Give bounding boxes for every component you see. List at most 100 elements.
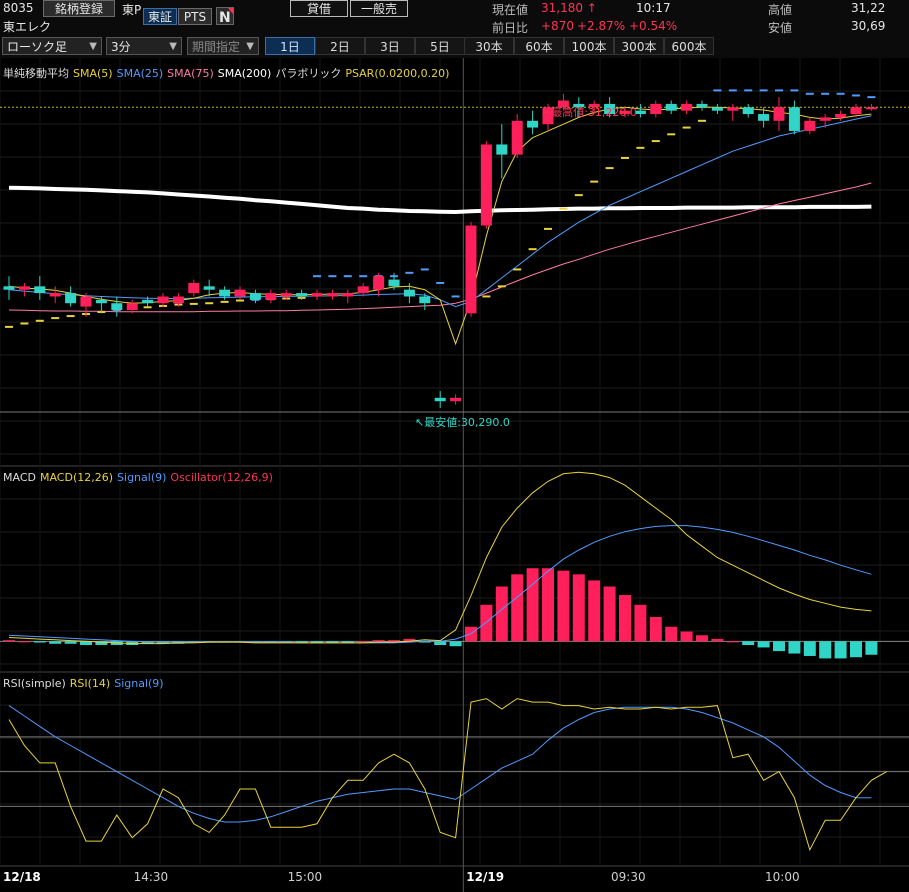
range-tab-3[interactable]: 5日 <box>415 37 465 55</box>
tab-exchange-tokyo[interactable]: 東証 <box>143 8 177 25</box>
candle-body <box>234 289 246 297</box>
macd-oscillator-bar <box>742 641 755 646</box>
candle-body <box>280 293 292 297</box>
sma200-line <box>8 185 872 215</box>
interval-select[interactable]: 3分 ▼ <box>106 37 182 55</box>
candle-body <box>296 293 308 297</box>
candle-body <box>65 293 77 304</box>
sma75-line <box>8 182 872 313</box>
range-tab-0[interactable]: 1日 <box>265 37 315 55</box>
macd-oscillator-bar <box>834 641 847 659</box>
legend-macd-1: MACD(12,26) <box>39 471 114 484</box>
macd-oscillator-bar <box>372 640 385 642</box>
range-tab-6[interactable]: 100本 <box>564 37 614 55</box>
legend-rsi-1: RSI(14) <box>69 677 111 690</box>
candle-body <box>835 114 847 118</box>
candle-body <box>142 299 154 304</box>
range-tab-5[interactable]: 60本 <box>514 37 564 55</box>
candle-body <box>419 296 431 304</box>
range-tab-1[interactable]: 2日 <box>315 37 365 55</box>
x-axis-label: 12/19 <box>466 870 505 884</box>
candle-body <box>788 107 800 131</box>
candle-body <box>557 100 569 108</box>
macd-line <box>8 471 872 645</box>
macd-oscillator-bar <box>388 640 400 642</box>
candle-body <box>480 144 492 226</box>
candle-body <box>311 293 323 297</box>
rsi-signal-line <box>8 705 872 823</box>
candle-body <box>773 107 785 121</box>
candle-body <box>434 397 446 402</box>
macd-oscillator-bar <box>526 568 539 642</box>
legend-main: 単純移動平均 SMA(5) SMA(25) SMA(75) SMA(200) パラボリック… <box>3 65 453 81</box>
candle-body <box>34 286 46 294</box>
candle-body <box>326 293 338 297</box>
candle-body <box>203 286 215 290</box>
candle-body <box>573 103 585 108</box>
x-axis-label: 12/18 <box>3 870 41 884</box>
candle-body <box>157 296 169 304</box>
macd-oscillator-bar <box>619 595 631 642</box>
macd-oscillator-bar <box>773 641 785 652</box>
candle-body <box>3 286 15 290</box>
x-axis-label: 10:00 <box>765 870 800 884</box>
svg-text:N: N <box>219 10 231 24</box>
chevron-down-icon: ▼ <box>169 41 177 52</box>
candle-body <box>819 117 831 121</box>
chart-type-select[interactable]: ローソク足 ▼ <box>2 37 102 55</box>
legend-main-2: SMA(25) <box>116 67 164 80</box>
candle-body <box>527 120 539 128</box>
candle-body <box>388 279 400 287</box>
legend-macd: MACD MACD(12,26) Signal(9) Oscillator(12,26… <box>3 471 277 484</box>
candle-body <box>496 144 508 155</box>
range-tab-4[interactable]: 30本 <box>464 37 514 55</box>
candle-body <box>711 107 723 111</box>
range-tab-8[interactable]: 600本 <box>664 37 714 55</box>
macd-oscillator-bar <box>803 641 816 656</box>
high-annotation: ⌐最高値:31,220.0 <box>542 104 637 120</box>
change-value: +870 <box>541 19 574 33</box>
candle-body <box>403 289 415 297</box>
x-axis-label: 09:30 <box>611 870 646 884</box>
macd-oscillator-bar <box>326 641 339 643</box>
legend-main-5: パラボリック <box>275 67 342 80</box>
candle-body <box>758 114 770 121</box>
candle-body <box>727 107 739 111</box>
macd-oscillator-bar <box>357 641 370 643</box>
low-value: 30,69 <box>851 19 886 33</box>
legend-rsi-2: Signal(9) <box>114 677 164 690</box>
rsi-line <box>8 698 888 852</box>
tab-exchange-pts[interactable]: PTS <box>178 8 212 25</box>
macd-oscillator-bar <box>80 641 92 646</box>
price-label: 現在値 <box>492 3 529 17</box>
register-button[interactable]: 銘柄登録 <box>43 0 115 17</box>
legend-rsi-0: RSI(simple) <box>3 677 66 690</box>
macd-oscillator-bar <box>434 641 447 646</box>
candle-body <box>588 103 600 108</box>
macd-oscillator-bar <box>49 641 62 644</box>
macd-oscillator-bar <box>33 641 46 643</box>
period-select[interactable]: 期間指定 ▼ <box>187 37 259 55</box>
macd-oscillator-bar <box>788 641 801 654</box>
period-value: 期間指定 <box>192 40 241 54</box>
range-tab-7[interactable]: 300本 <box>614 37 664 55</box>
candle-body <box>357 286 369 294</box>
lend-button[interactable]: 貸借 <box>290 0 348 17</box>
macd-oscillator-bar <box>341 641 354 643</box>
general-sell-button[interactable]: 一般売 <box>350 0 408 17</box>
macd-oscillator-bar <box>480 604 493 642</box>
macd-signal-line <box>8 525 872 644</box>
macd-oscillator-bar <box>757 641 770 648</box>
candle-body <box>865 107 877 110</box>
macd-oscillator-bar <box>711 638 724 642</box>
time-value: 10:17 <box>636 1 671 15</box>
range-tab-2[interactable]: 3日 <box>365 37 415 55</box>
macd-oscillator-bar <box>542 568 554 642</box>
candle-body <box>18 286 30 290</box>
macd-oscillator-bar <box>403 638 416 642</box>
candle-body <box>804 120 816 131</box>
x-axis-label: 14:30 <box>133 870 169 884</box>
news-icon[interactable]: N <box>216 7 234 25</box>
low-annotation: ↖最安値:30,290.0 <box>415 414 510 430</box>
low-annotation-text: 最安値:30,290.0 <box>424 416 510 429</box>
